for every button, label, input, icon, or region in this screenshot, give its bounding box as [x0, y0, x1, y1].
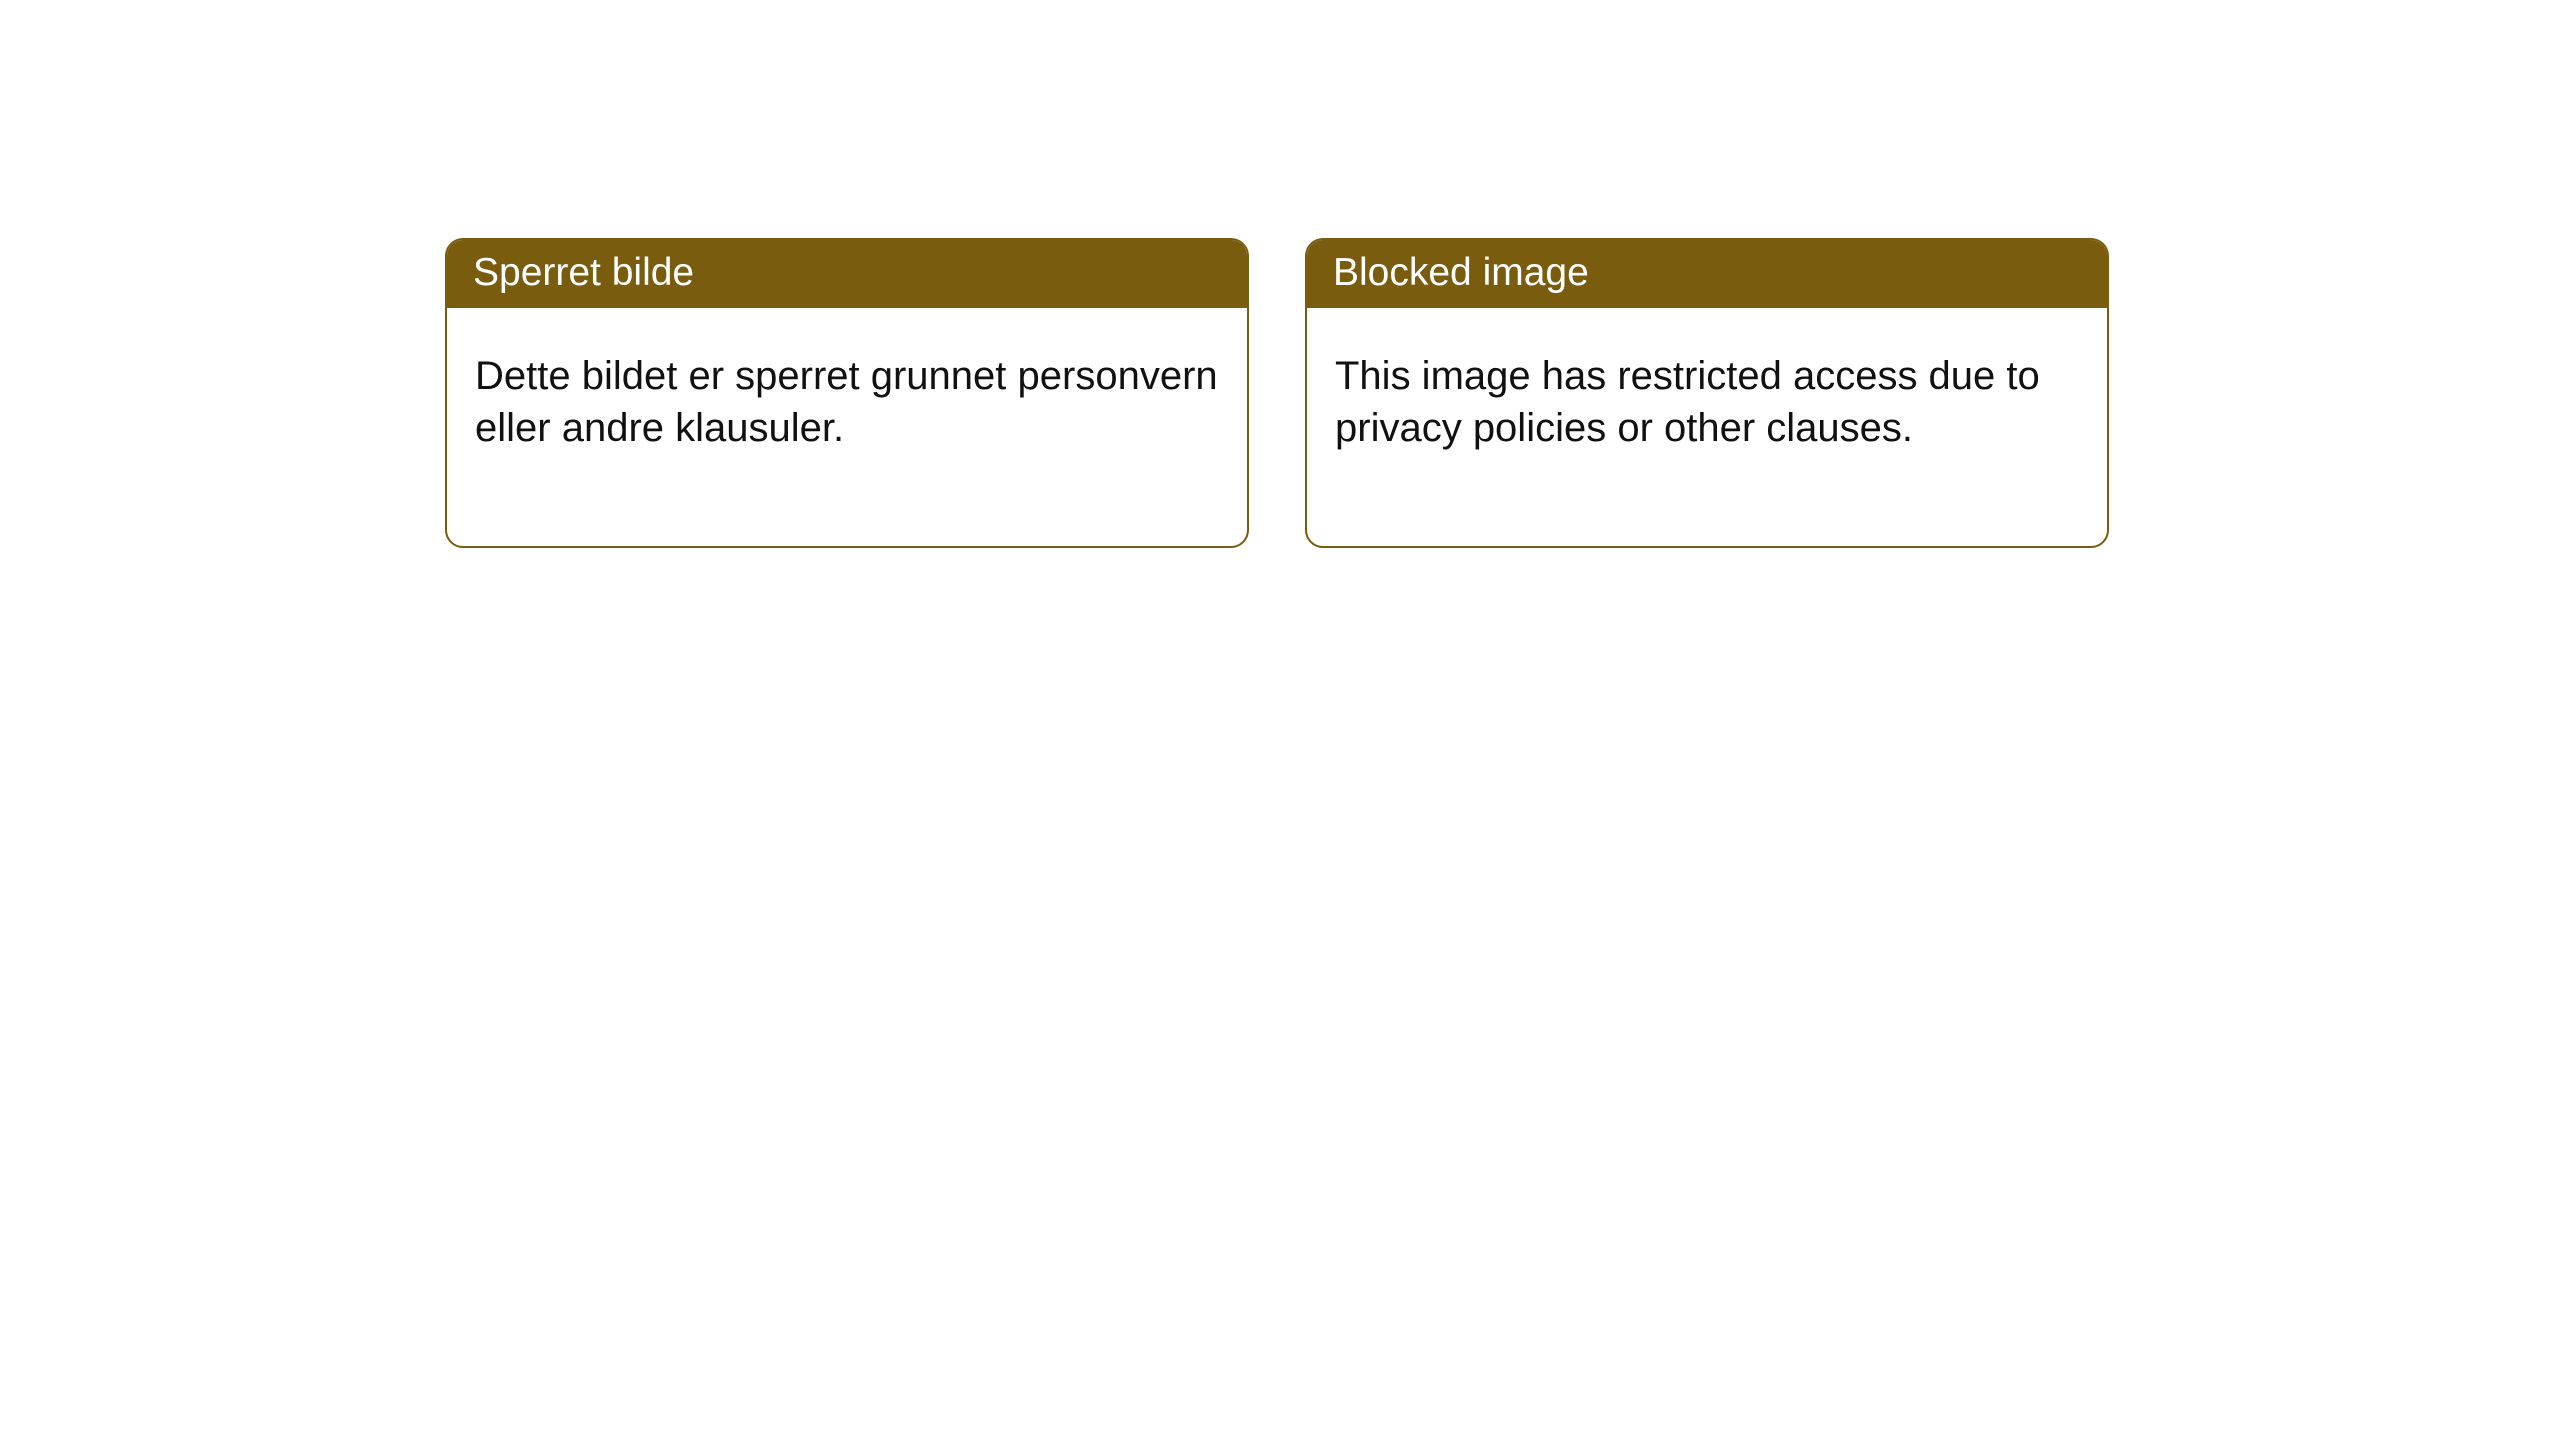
- card-body: Dette bildet er sperret grunnet personve…: [447, 308, 1247, 546]
- card-body-text: Dette bildet er sperret grunnet personve…: [475, 354, 1218, 450]
- cards-container: Sperret bilde Dette bildet er sperret gr…: [445, 238, 2109, 548]
- blocked-image-card-no: Sperret bilde Dette bildet er sperret gr…: [445, 238, 1249, 548]
- card-body-text: This image has restricted access due to …: [1335, 354, 2040, 450]
- card-body: This image has restricted access due to …: [1307, 308, 2107, 546]
- blocked-image-card-en: Blocked image This image has restricted …: [1305, 238, 2109, 548]
- card-title: Sperret bilde: [473, 251, 694, 294]
- card-header: Blocked image: [1307, 240, 2107, 308]
- card-title: Blocked image: [1333, 251, 1589, 294]
- card-header: Sperret bilde: [447, 240, 1247, 308]
